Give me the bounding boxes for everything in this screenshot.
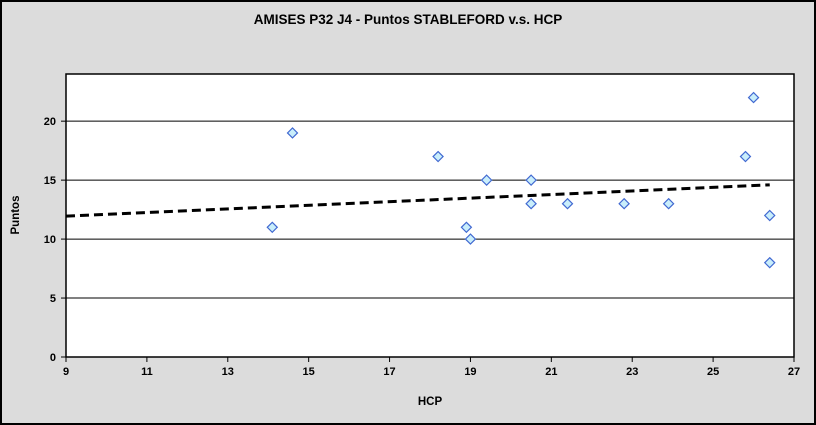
x-axis-title: HCP (417, 396, 443, 408)
data-point-marker (561, 197, 574, 210)
data-point-marker (266, 221, 279, 234)
y-tick-label: 10 (44, 234, 56, 246)
x-tick-label: 9 (63, 366, 69, 378)
x-tick-label: 23 (626, 366, 638, 378)
x-tick-label: 11 (141, 366, 153, 378)
data-point-marker (286, 127, 299, 139)
data-point-marker (432, 150, 444, 163)
x-tick-label: 17 (383, 366, 395, 378)
x-tick-label: 25 (707, 366, 719, 378)
x-tick-label: 27 (788, 366, 800, 378)
x-tick-label: 21 (545, 366, 557, 378)
trendline (65, 183, 770, 218)
data-point-marker (525, 197, 537, 210)
y-tick-label: 20 (44, 116, 56, 128)
data-point-marker (525, 174, 537, 186)
data-point-marker (464, 233, 477, 245)
y-tick-label: 0 (50, 352, 56, 364)
data-point-marker (763, 209, 776, 222)
x-tick-label: 13 (222, 366, 234, 378)
data-point-marker (763, 256, 776, 269)
y-tick-label: 5 (50, 293, 56, 305)
x-tick-label: 15 (303, 366, 315, 378)
plot-area (66, 74, 794, 357)
data-point-marker (739, 150, 752, 163)
data-point-marker (662, 197, 675, 210)
data-point-marker (618, 197, 630, 210)
data-point-marker (747, 91, 760, 104)
y-axis-title: Puntos (10, 195, 22, 235)
y-tick-label: 15 (44, 175, 56, 187)
data-point-marker (460, 221, 473, 234)
x-tick-label: 19 (464, 366, 476, 378)
data-point-marker (480, 174, 493, 186)
chart-title: AMISES P32 J4 - Puntos STABLEFORD v.s. H… (253, 12, 563, 27)
plot-border (65, 73, 795, 358)
